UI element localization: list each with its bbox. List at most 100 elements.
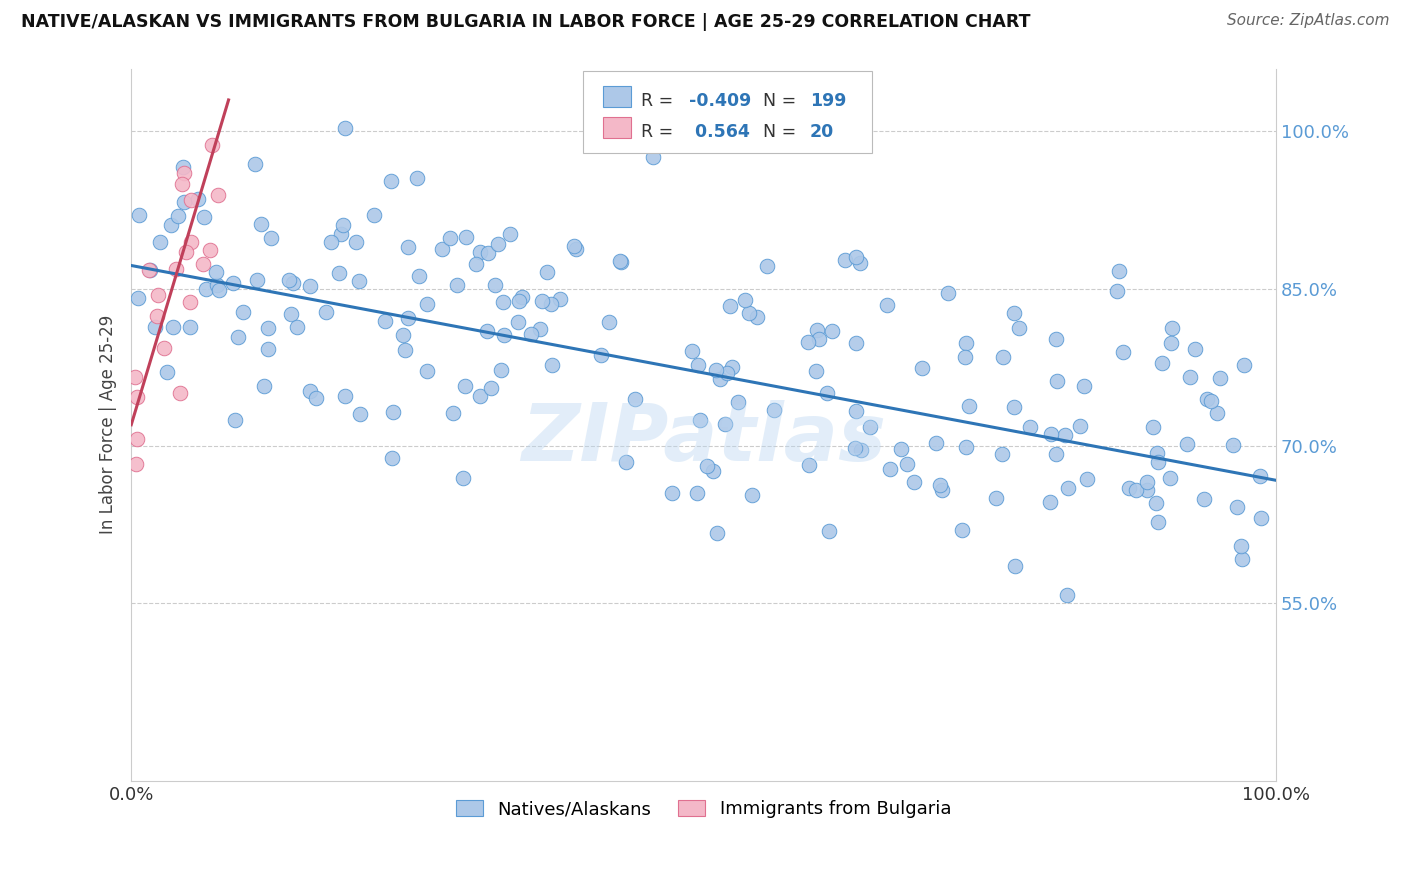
Point bbox=[253, 379, 276, 393]
Point bbox=[1249, 469, 1271, 483]
Point bbox=[845, 336, 868, 351]
Point bbox=[127, 432, 149, 446]
Point bbox=[333, 121, 356, 136]
Point bbox=[1125, 483, 1147, 497]
Point bbox=[896, 457, 918, 471]
Point bbox=[1056, 588, 1078, 602]
Point bbox=[702, 464, 724, 478]
Point bbox=[1073, 379, 1095, 393]
Point bbox=[762, 403, 785, 417]
Point bbox=[879, 462, 901, 476]
Point bbox=[396, 310, 419, 325]
Point bbox=[405, 170, 427, 185]
Text: ZIPatlas: ZIPatlas bbox=[522, 400, 886, 478]
Point bbox=[1056, 481, 1078, 495]
Point bbox=[281, 277, 304, 291]
Point bbox=[489, 363, 512, 377]
Point bbox=[818, 524, 841, 539]
Text: 199: 199 bbox=[810, 92, 846, 110]
Point bbox=[224, 413, 246, 427]
Legend: Natives/Alaskans, Immigrants from Bulgaria: Natives/Alaskans, Immigrants from Bulgar… bbox=[449, 793, 959, 825]
Point bbox=[439, 230, 461, 244]
Point bbox=[953, 351, 976, 365]
Point bbox=[1208, 371, 1230, 385]
Point bbox=[172, 160, 194, 174]
Point bbox=[530, 293, 553, 308]
Point bbox=[441, 406, 464, 420]
Point bbox=[1250, 511, 1272, 525]
Point bbox=[167, 209, 190, 223]
Point bbox=[468, 245, 491, 260]
Point bbox=[609, 254, 631, 268]
Point bbox=[193, 257, 215, 271]
Point bbox=[146, 309, 169, 323]
Point bbox=[277, 273, 299, 287]
Point bbox=[536, 265, 558, 279]
Point bbox=[173, 194, 195, 209]
Point bbox=[416, 296, 439, 310]
Point bbox=[200, 243, 222, 257]
Point bbox=[565, 242, 588, 256]
Point bbox=[170, 178, 193, 192]
Point bbox=[1144, 496, 1167, 510]
Point bbox=[1146, 446, 1168, 460]
Point bbox=[232, 305, 254, 319]
Point bbox=[479, 381, 502, 395]
Text: R =: R = bbox=[641, 123, 679, 141]
Point bbox=[890, 442, 912, 457]
Text: -0.409: -0.409 bbox=[689, 92, 751, 110]
Point bbox=[1150, 356, 1173, 370]
Point bbox=[681, 343, 703, 358]
Point bbox=[741, 488, 763, 502]
Point bbox=[499, 227, 522, 241]
Point bbox=[319, 235, 342, 250]
Point bbox=[688, 358, 710, 372]
Point bbox=[1002, 306, 1025, 320]
Point bbox=[820, 324, 842, 338]
Point bbox=[477, 245, 499, 260]
Point bbox=[330, 227, 353, 241]
Point bbox=[477, 324, 499, 338]
Point bbox=[1105, 284, 1128, 298]
Point bbox=[984, 491, 1007, 505]
Point bbox=[1045, 332, 1067, 346]
Point bbox=[305, 391, 328, 405]
Point bbox=[796, 335, 818, 350]
Point bbox=[468, 389, 491, 403]
Point bbox=[609, 253, 631, 268]
Point bbox=[1184, 342, 1206, 356]
Point bbox=[382, 405, 405, 419]
Point bbox=[1069, 419, 1091, 434]
Point bbox=[520, 326, 543, 341]
Point bbox=[1136, 475, 1159, 489]
Text: N =: N = bbox=[763, 92, 803, 110]
Point bbox=[221, 276, 243, 290]
Point bbox=[492, 295, 515, 310]
Point bbox=[143, 319, 166, 334]
Point bbox=[149, 235, 172, 250]
Point bbox=[589, 348, 612, 362]
Point bbox=[250, 217, 273, 231]
Point bbox=[704, 363, 727, 377]
Y-axis label: In Labor Force | Age 25-29: In Labor Force | Age 25-29 bbox=[100, 315, 117, 534]
Point bbox=[451, 471, 474, 485]
Point bbox=[138, 262, 160, 277]
Point bbox=[125, 458, 148, 472]
Point bbox=[745, 310, 768, 325]
Point bbox=[396, 240, 419, 254]
Point bbox=[169, 385, 191, 400]
Point bbox=[859, 420, 882, 434]
Point bbox=[510, 289, 533, 303]
Point bbox=[454, 230, 477, 244]
Point bbox=[1112, 344, 1135, 359]
Text: 20: 20 bbox=[810, 123, 834, 141]
Point bbox=[1199, 394, 1222, 409]
Point bbox=[1178, 370, 1201, 384]
Point bbox=[394, 343, 416, 358]
Point bbox=[1118, 481, 1140, 495]
Point bbox=[124, 369, 146, 384]
Point bbox=[374, 314, 396, 328]
Point bbox=[128, 208, 150, 222]
Point bbox=[200, 137, 222, 152]
Point bbox=[706, 526, 728, 541]
